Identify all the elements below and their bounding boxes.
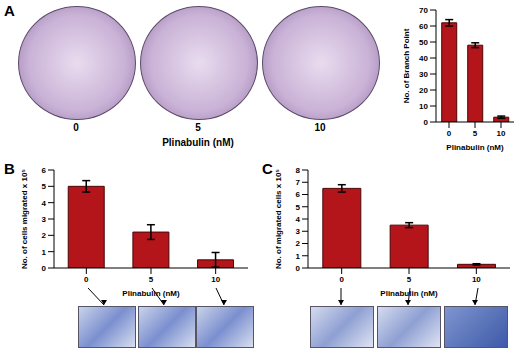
- html-text:0: 0: [73, 122, 79, 133]
- svg-text:40: 40: [419, 54, 428, 63]
- svg-text:5: 5: [149, 275, 154, 284]
- svg-text:3: 3: [296, 227, 301, 236]
- svg-text:5: 5: [296, 203, 301, 212]
- svg-text:0: 0: [424, 118, 429, 127]
- html-text:10: 10: [314, 122, 326, 133]
- svg-text:3: 3: [42, 215, 47, 224]
- html-text:B: B: [4, 160, 15, 177]
- svg-text:No. of Branch Point: No. of Branch Point: [402, 28, 411, 103]
- svg-text:10: 10: [211, 275, 220, 284]
- svg-text:2: 2: [42, 231, 47, 240]
- html-text:A: A: [4, 2, 15, 19]
- svg-text:7: 7: [296, 178, 301, 187]
- svg-text:0: 0: [296, 264, 301, 273]
- svg-text:8: 8: [296, 166, 301, 175]
- svg-text:0: 0: [42, 264, 47, 273]
- svg-text:70: 70: [419, 6, 428, 15]
- svg-text:10: 10: [472, 275, 481, 284]
- html-text:Plinabulin (nM): Plinabulin (nM): [162, 137, 234, 148]
- html-text:5: 5: [195, 122, 201, 133]
- svg-text:6: 6: [296, 190, 301, 199]
- svg-text:0: 0: [447, 129, 452, 138]
- svg-text:No. of cells migrated x 10⁵: No. of cells migrated x 10⁵: [20, 169, 29, 269]
- svg-text:5: 5: [42, 182, 47, 191]
- svg-text:1: 1: [296, 252, 301, 261]
- svg-text:60: 60: [419, 22, 428, 31]
- svg-text:0: 0: [84, 275, 89, 284]
- svg-text:0: 0: [339, 275, 344, 284]
- svg-text:5: 5: [407, 275, 412, 284]
- svg-text:20: 20: [419, 86, 428, 95]
- svg-text:Plinabulin (nM): Plinabulin (nM): [446, 143, 504, 152]
- svg-text:6: 6: [42, 166, 47, 175]
- svg-text:50: 50: [419, 38, 428, 47]
- svg-text:Plinabulin (nM): Plinabulin (nM): [380, 289, 438, 298]
- svg-text:2: 2: [296, 239, 301, 248]
- svg-text:1: 1: [42, 248, 47, 257]
- svg-text:10: 10: [419, 102, 428, 111]
- html-text:C: C: [262, 160, 273, 177]
- svg-text:4: 4: [42, 199, 47, 208]
- svg-text:4: 4: [296, 215, 301, 224]
- svg-text:Plinabulin (nM): Plinabulin (nM): [122, 289, 180, 298]
- svg-text:No. of migrated cells x 10⁵: No. of migrated cells x 10⁵: [274, 169, 283, 269]
- svg-text:5: 5: [473, 129, 478, 138]
- svg-text:30: 30: [419, 70, 428, 79]
- svg-text:10: 10: [497, 129, 506, 138]
